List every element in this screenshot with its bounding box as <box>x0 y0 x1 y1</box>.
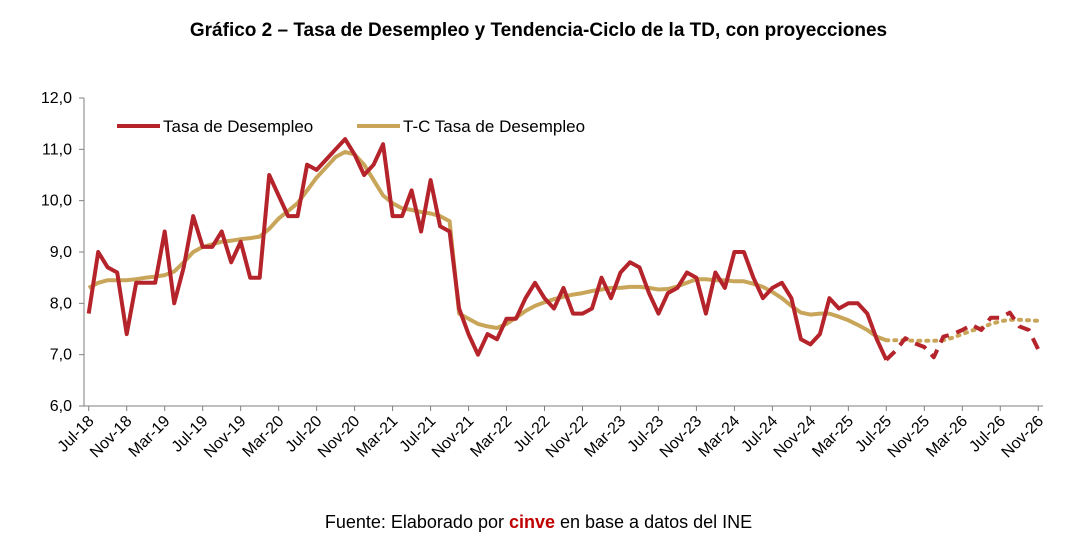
source-brand: cinve <box>508 512 555 532</box>
chart-title: Gráfico 2 – Tasa de Desempleo y Tendenci… <box>189 20 888 41</box>
y-tick-label: 11,0 <box>42 141 72 158</box>
legend-label-tasa: Tasa de Desempleo <box>163 117 313 136</box>
x-tick-label: Nov-21 <box>429 413 478 462</box>
y-tick-label: 6,0 <box>50 398 72 415</box>
series-tc-tasa-desempleo <box>87 149 888 343</box>
y-tick-label: 10,0 <box>41 193 72 210</box>
y-tick-label: 12,0 <box>41 90 72 107</box>
y-tick-label: 7,0 <box>50 347 72 364</box>
series-tasa-desempleo-proyeccion <box>884 310 1041 362</box>
x-tick-label: Nov-18 <box>87 413 136 462</box>
chart-lines <box>86 137 1041 362</box>
x-tick-label: Nov-24 <box>771 413 820 462</box>
x-tick-label: Nov-20 <box>315 413 364 462</box>
x-tick-label: Mar-26 <box>923 413 971 461</box>
source-note: Fuente: Elaborado por cinve en base a da… <box>0 512 1077 533</box>
x-tick-label: Mar-22 <box>467 413 515 461</box>
legend-label-tc: T-C Tasa de Desempleo <box>403 117 585 136</box>
chart-legend: Tasa de Desempleo T-C Tasa de Desempleo <box>117 117 585 136</box>
x-tick-label: Mar-20 <box>240 413 288 461</box>
x-tick-label: Mar-21 <box>354 413 402 461</box>
line-chart: 6,07,08,09,010,011,012,0Jul-18Nov-18Mar-… <box>41 90 1047 461</box>
x-tick-label: Nov-22 <box>543 413 592 462</box>
x-tick-label: Mar-24 <box>695 413 743 461</box>
x-tick-label: Nov-26 <box>999 413 1048 462</box>
x-tick-label: Nov-25 <box>885 413 934 462</box>
source-suffix: en base a datos del INE <box>555 512 753 532</box>
y-tick-label: 8,0 <box>50 295 72 312</box>
y-tick-label: 9,0 <box>50 244 72 261</box>
source-prefix: Fuente: Elaborado por <box>324 512 509 532</box>
x-tick-label: Nov-23 <box>657 413 706 462</box>
x-tick-label: Mar-25 <box>809 413 857 461</box>
chart-axes: 6,07,08,09,010,011,012,0Jul-18Nov-18Mar-… <box>41 90 1047 461</box>
series-tasa-desempleo <box>86 137 889 361</box>
x-tick-label: Mar-23 <box>581 413 629 461</box>
x-tick-label: Nov-19 <box>201 413 250 462</box>
x-tick-label: Mar-19 <box>126 413 174 461</box>
